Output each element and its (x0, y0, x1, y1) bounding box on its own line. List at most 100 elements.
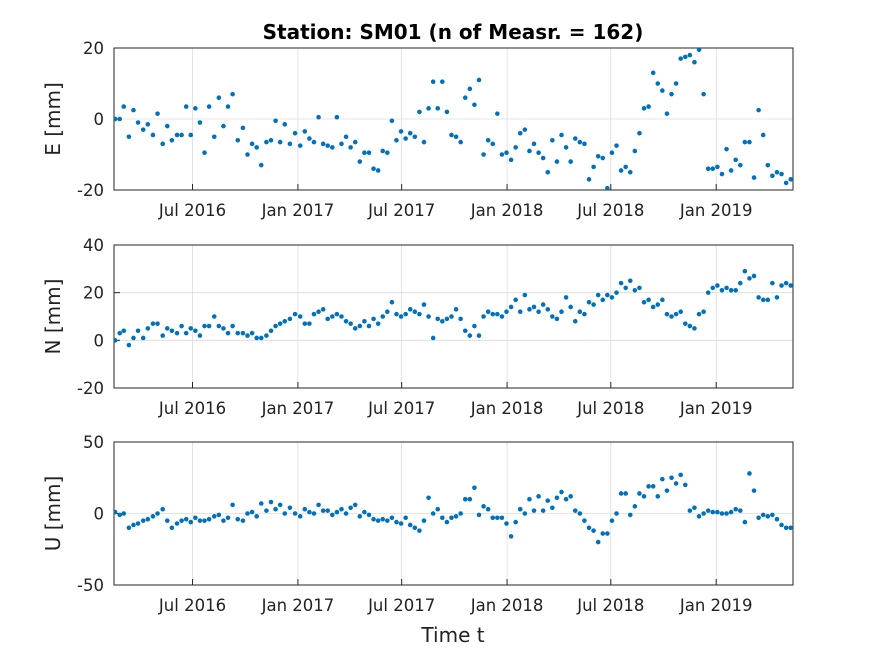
data-point (591, 528, 596, 533)
data-point (788, 525, 793, 531)
data-point (316, 309, 321, 315)
data-point (197, 120, 203, 125)
data-point (206, 104, 212, 109)
data-point (330, 512, 335, 518)
data-point (412, 525, 418, 531)
data-point (302, 129, 308, 134)
data-point (449, 314, 454, 319)
data-point (655, 494, 661, 499)
data-point (637, 491, 642, 496)
data-point (287, 316, 293, 322)
data-point (164, 123, 170, 129)
data-point (235, 330, 241, 336)
data-point (559, 309, 564, 315)
data-point (193, 106, 198, 111)
data-point (216, 323, 222, 329)
data-point (710, 285, 716, 291)
data-point (545, 498, 551, 503)
data-point (453, 307, 459, 312)
data-point (614, 290, 619, 295)
data-point (183, 516, 189, 522)
y-tick-label: 20 (83, 284, 104, 303)
x-tick-label: Jul 2016 (158, 399, 226, 418)
data-point (117, 116, 123, 122)
chart-title: Station: SM01 (n of Measr. = 162) (263, 20, 644, 44)
data-point (513, 297, 518, 303)
data-point (334, 114, 340, 120)
data-point (389, 515, 395, 521)
data-point (268, 328, 274, 334)
data-point (183, 104, 189, 109)
data-point (362, 509, 367, 515)
data-point (678, 309, 683, 315)
data-point (221, 123, 226, 129)
data-point (673, 481, 679, 486)
data-point (202, 518, 207, 523)
data-point (412, 309, 418, 315)
data-point (660, 88, 665, 93)
data-point (508, 157, 514, 163)
data-point (655, 302, 661, 307)
data-point (320, 141, 326, 147)
data-point (268, 138, 274, 143)
data-point (362, 318, 367, 324)
data-point (715, 283, 720, 288)
data-point (682, 482, 688, 488)
data-point (254, 335, 259, 341)
data-point (481, 504, 486, 509)
data-point (495, 111, 500, 116)
data-point (325, 508, 331, 513)
data-point (737, 162, 743, 168)
data-point (476, 333, 482, 338)
data-point (155, 111, 160, 116)
data-point (770, 280, 775, 286)
x-tick-label: Jul 2016 (158, 596, 226, 615)
data-point (664, 488, 670, 493)
y-axis-label: N [mm] (41, 279, 65, 355)
data-point (517, 506, 523, 512)
data-point (623, 285, 628, 291)
data-point (398, 314, 404, 319)
data-point (211, 134, 217, 140)
data-point (545, 169, 551, 175)
data-point (385, 150, 390, 156)
data-point (760, 512, 766, 518)
data-point (770, 512, 775, 518)
data-point (421, 302, 427, 307)
data-point (240, 330, 246, 336)
data-point (467, 496, 473, 502)
data-point (366, 150, 372, 156)
data-point (522, 292, 528, 298)
data-point (577, 139, 583, 145)
data-point (458, 316, 463, 322)
data-point (641, 106, 647, 111)
x-tick-label: Jul 2018 (576, 399, 644, 418)
data-point (747, 276, 752, 281)
data-point (733, 157, 739, 163)
data-point (705, 166, 711, 171)
data-point (117, 512, 123, 518)
data-point (121, 511, 127, 516)
data-point (692, 59, 697, 65)
data-point (206, 323, 212, 329)
data-point (550, 138, 555, 143)
data-point (664, 311, 670, 317)
data-point (258, 335, 264, 341)
x-tick-label: Jul 2016 (158, 201, 226, 220)
data-point (216, 512, 222, 518)
data-point (131, 107, 136, 113)
data-point (325, 316, 331, 322)
data-point (756, 295, 761, 300)
data-point (417, 528, 422, 533)
data-point (728, 509, 734, 515)
data-point (407, 307, 413, 312)
data-point (572, 136, 578, 141)
data-point (673, 81, 679, 86)
data-point (536, 150, 541, 156)
data-point (307, 321, 312, 326)
data-point (669, 91, 674, 97)
data-point (394, 138, 399, 143)
data-point (641, 299, 647, 305)
data-point (490, 311, 496, 317)
data-series (114, 48, 793, 190)
